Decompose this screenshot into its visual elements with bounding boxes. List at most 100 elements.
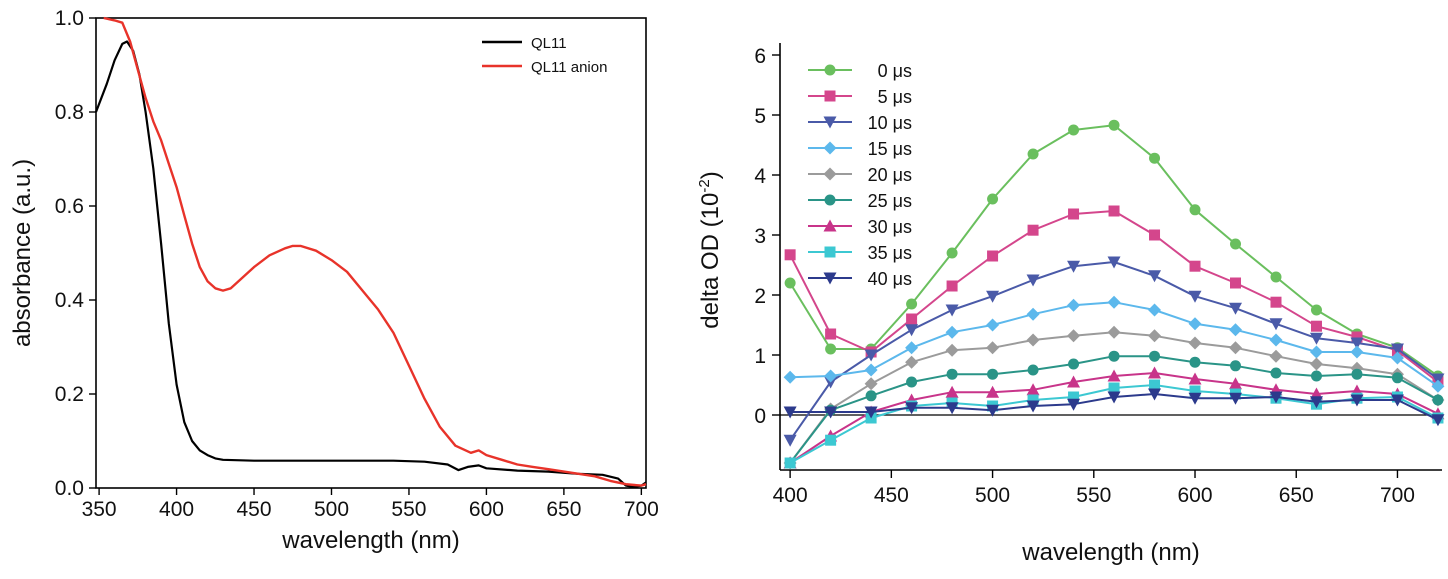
legend-label-ql11: QL11 <box>531 35 567 52</box>
data-point-20-s <box>945 343 959 357</box>
right-series <box>783 119 1445 470</box>
data-point-10-s <box>986 290 1000 303</box>
data-point-10-s <box>1229 302 1243 315</box>
data-point-40-s <box>905 402 919 415</box>
legend-marker-30-s <box>823 219 837 232</box>
left-y-tick-label: 1.0 <box>55 7 84 30</box>
legend-label-10-s: 10 μs <box>868 113 912 133</box>
data-point-5-s <box>1108 205 1120 217</box>
series-line-ql11 <box>94 40 647 489</box>
left-y-tick-label: 0.0 <box>55 477 84 500</box>
data-point-15-s <box>1229 323 1243 337</box>
data-point-40-s <box>1229 392 1243 405</box>
data-point-40-s <box>1431 414 1445 427</box>
data-point-5-s <box>1270 296 1282 308</box>
data-point-35-s <box>784 457 796 469</box>
legend-label-35-s: 35 μs <box>868 243 912 263</box>
data-point-25-s <box>1351 368 1363 380</box>
data-point-25-s <box>1108 350 1120 362</box>
data-point-0-s <box>1189 204 1201 216</box>
data-point-20-s <box>986 341 1000 355</box>
data-point-40-s <box>783 406 797 419</box>
data-point-30-s <box>1148 366 1162 379</box>
left-y-tick-label: 0.2 <box>55 383 84 406</box>
left-y-axis-title: absorbance (a.u.) <box>9 159 36 347</box>
data-point-5-s <box>1230 277 1242 289</box>
data-point-10-s <box>905 324 919 337</box>
data-point-5-s <box>1068 208 1080 220</box>
data-point-20-s <box>1067 329 1081 343</box>
right-y-axis-title-base: delta OD (10 <box>697 193 724 329</box>
left-x-tick-label: 450 <box>237 498 272 521</box>
data-point-15-s <box>945 325 959 339</box>
right-x-tick-label: 450 <box>874 484 909 507</box>
data-point-40-s <box>986 404 1000 417</box>
left-plot-frame <box>95 17 647 489</box>
right-x-tick-label: 650 <box>1279 484 1314 507</box>
right-legend: 0 μs 5 μs 10 μs 15 μs 20 μs 25 μs 30 μs 35 μs 40… <box>808 61 912 289</box>
left-ticks: 350 400 450 500 550 600 650 700 0.0 0.2 0.4 0.6 0.8 1… <box>55 7 659 521</box>
right-x-tick-label: 550 <box>1076 484 1111 507</box>
left-legend: QL11 QL11 anion <box>482 35 607 76</box>
data-point-15-s <box>1188 317 1202 331</box>
data-point-10-s <box>864 349 878 362</box>
data-point-0-s <box>825 343 837 355</box>
data-point-40-s <box>864 406 878 419</box>
right-y-tick-label: 4 <box>754 165 766 188</box>
right-y-axis-title-exponent: -2 <box>696 179 713 192</box>
data-point-15-s <box>864 363 878 377</box>
right-y-tick-label: 3 <box>754 225 766 248</box>
data-point-20-s <box>1188 336 1202 350</box>
data-point-15-s <box>783 370 797 384</box>
data-point-10-s <box>783 434 797 447</box>
legend-marker-25-s <box>824 194 836 206</box>
data-point-5-s <box>946 280 958 292</box>
data-point-25-s <box>1189 356 1201 368</box>
data-point-15-s <box>986 318 1000 332</box>
data-point-30-s <box>1026 383 1040 396</box>
right-y-axis-title-suffix: ) <box>697 171 724 179</box>
data-point-20-s <box>1148 329 1162 343</box>
data-point-25-s <box>946 368 958 380</box>
data-point-40-s <box>1067 398 1081 411</box>
data-point-5-s <box>1027 224 1039 236</box>
left-x-tick-label: 550 <box>391 498 426 521</box>
left-series <box>94 16 647 489</box>
data-point-35-s <box>1189 385 1201 397</box>
data-point-40-s <box>1188 392 1202 405</box>
data-point-10-s <box>1067 260 1081 273</box>
left-x-tick-label: 350 <box>82 498 117 521</box>
data-point-10-s <box>1390 343 1404 356</box>
right-x-tick-label: 600 <box>1177 484 1212 507</box>
data-point-0-s <box>1027 148 1039 160</box>
data-point-40-s <box>1026 400 1040 413</box>
data-point-35-s <box>1027 394 1039 406</box>
data-point-5-s <box>1351 331 1363 343</box>
data-point-15-s <box>1309 345 1323 359</box>
data-point-20-s <box>905 355 919 369</box>
legend-marker-40-s <box>823 272 837 285</box>
data-point-15-s <box>1148 303 1162 317</box>
data-point-25-s <box>1068 358 1080 370</box>
left-x-tick-label: 600 <box>469 498 504 521</box>
data-point-15-s <box>1431 379 1445 393</box>
data-point-5-s <box>1310 320 1322 332</box>
data-point-0-s <box>1068 124 1080 136</box>
data-point-0-s <box>1149 152 1161 164</box>
data-point-20-s <box>1309 357 1323 371</box>
data-point-25-s <box>1310 370 1322 382</box>
right-chart: 400 450 500 550 600 650 700 0 1 2 3 4 5 6 wavelength … <box>696 43 1445 566</box>
data-point-40-s <box>1390 394 1404 407</box>
data-point-15-s <box>824 369 838 383</box>
data-point-25-s <box>1027 364 1039 376</box>
data-point-20-s <box>1026 333 1040 347</box>
left-x-tick-label: 500 <box>314 498 349 521</box>
data-point-15-s <box>1269 333 1283 347</box>
data-point-10-s <box>1026 274 1040 287</box>
legend-label-ql11-anion: QL11 anion <box>531 59 607 76</box>
data-point-0-s <box>1108 119 1120 131</box>
data-point-5-s <box>825 328 837 340</box>
data-point-0-s <box>987 193 999 205</box>
data-point-0-s <box>1270 271 1282 283</box>
